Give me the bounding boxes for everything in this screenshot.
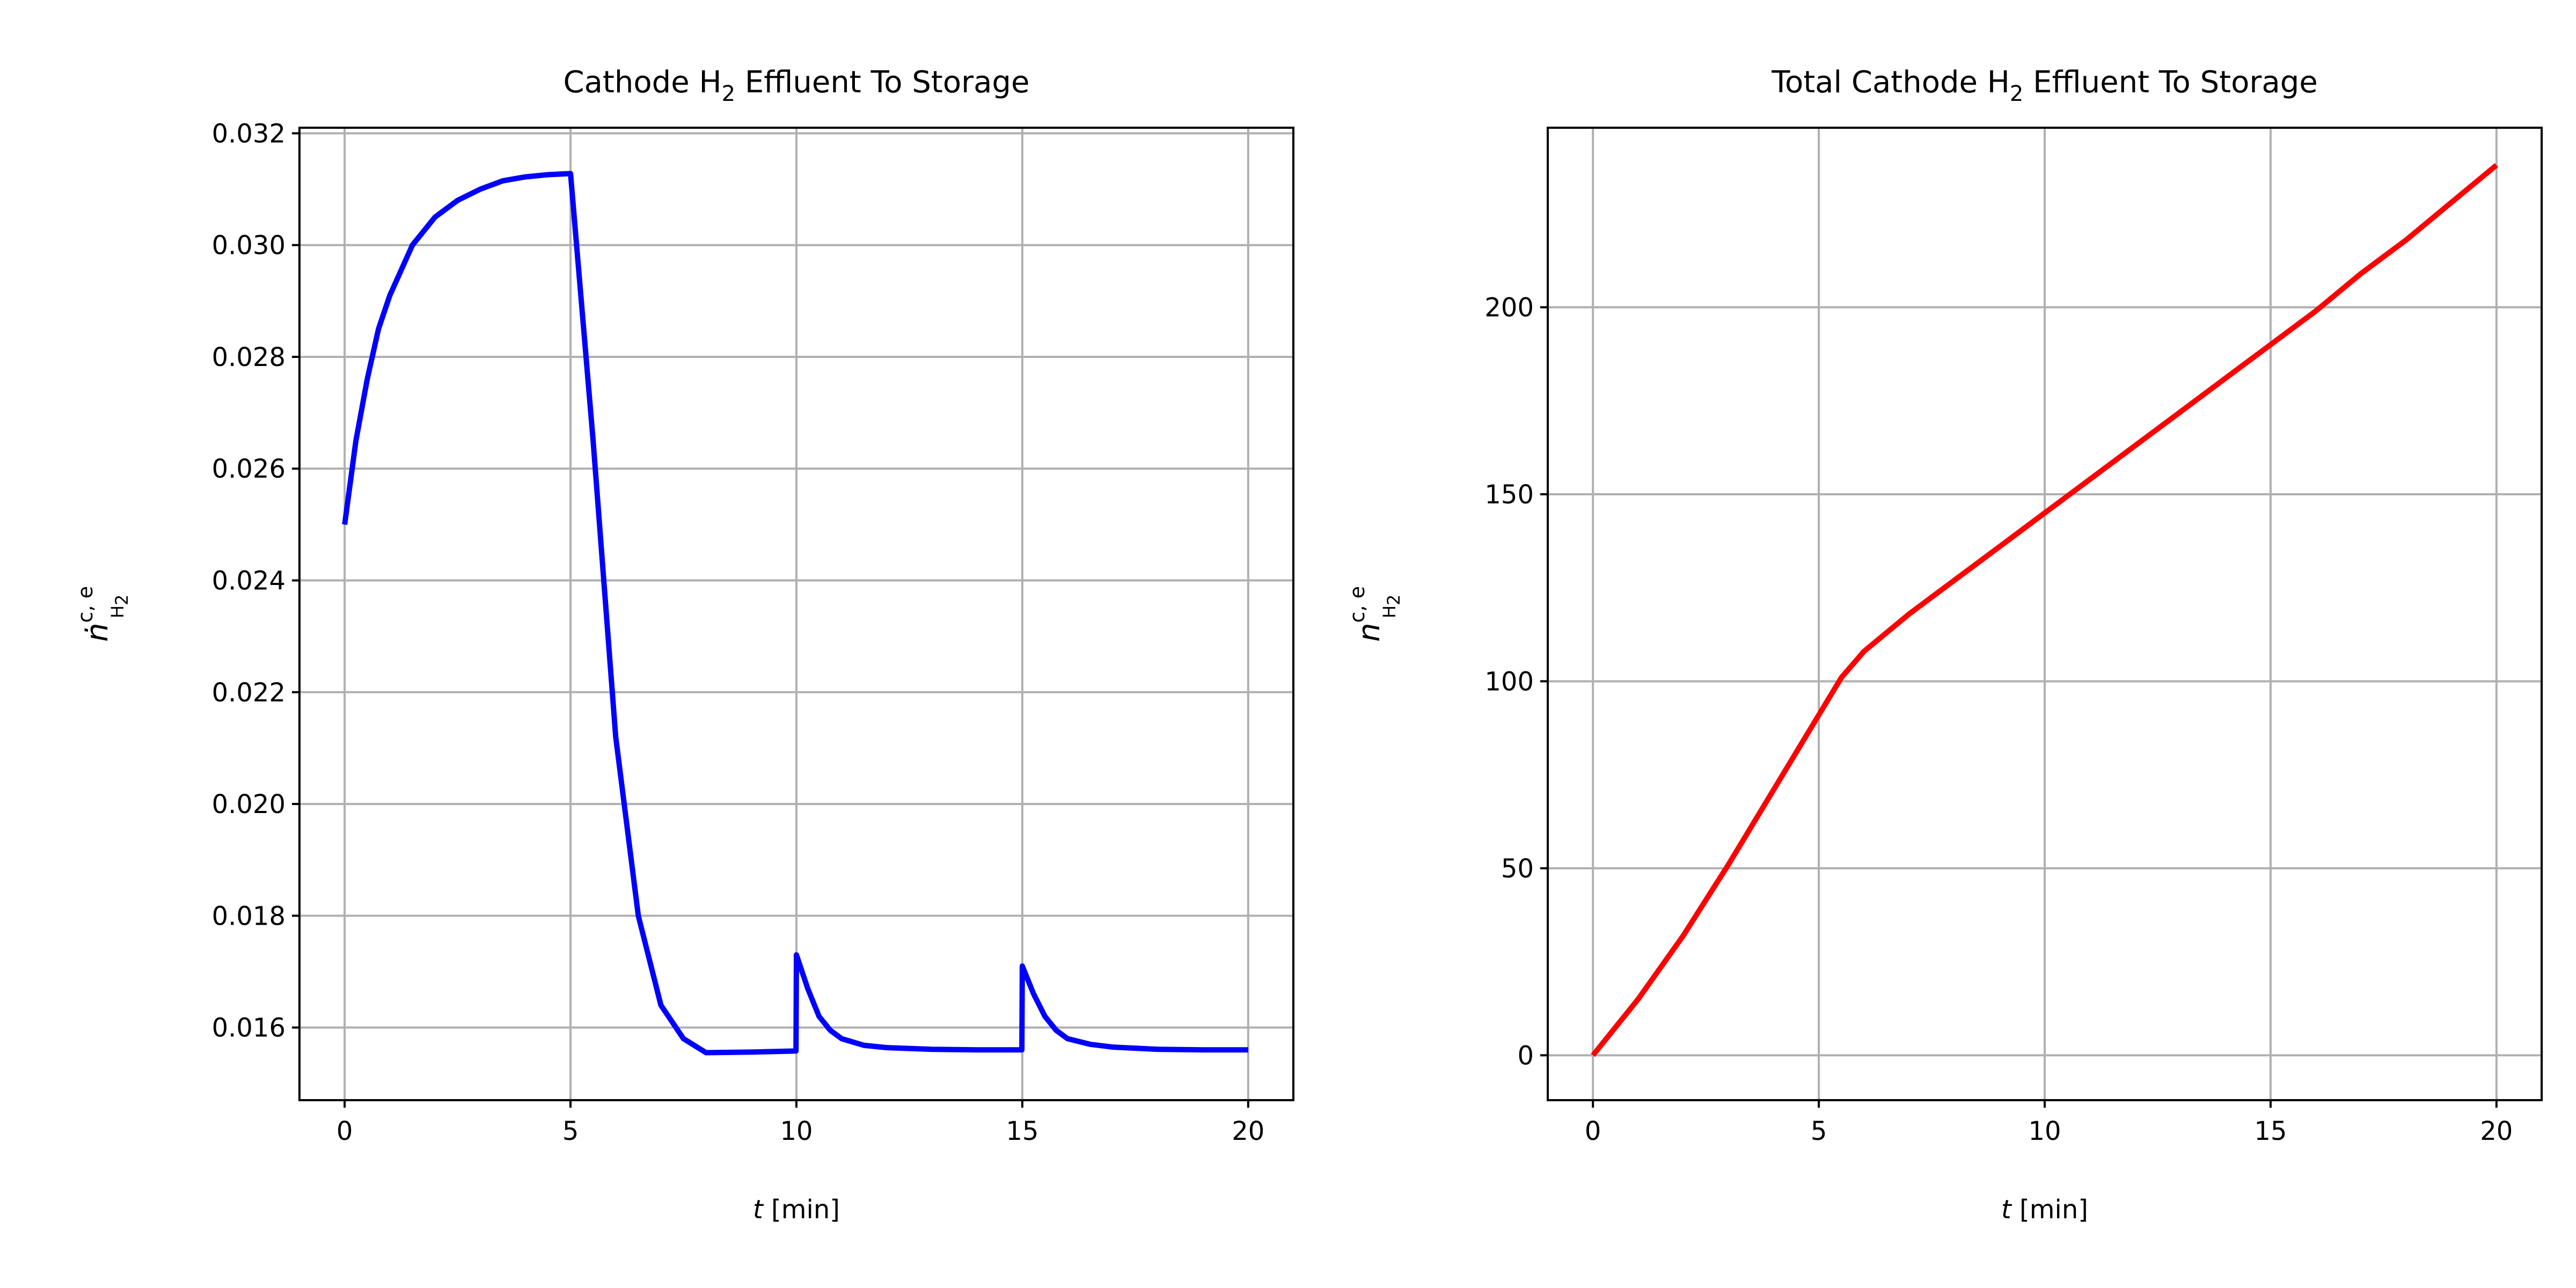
tick-marks: [292, 132, 1249, 1108]
x-tick-label: 5: [562, 1116, 579, 1146]
x-tick-label: 20: [2480, 1116, 2513, 1146]
tick-marks: [1540, 306, 2498, 1108]
y-tick-label: 200: [1484, 293, 1534, 323]
y-tick-label: 0.028: [212, 342, 286, 372]
y-tick-label: 150: [1484, 480, 1534, 510]
chart-title: Cathode H2 Effluent To Storage: [564, 65, 1030, 106]
y-axis-label: nc, e H2: [1345, 586, 1404, 642]
x-tick-label: 10: [2028, 1116, 2061, 1146]
y-tick-label: 0.020: [212, 789, 286, 819]
chart-title: Total Cathode H2 Effluent To Storage: [1771, 65, 2317, 106]
chart-hydrogen-effluent-rate: 0 5 10 15 20 0.016 0.018 0.020 0.022 0.024 0.026 0.…: [74, 65, 1294, 1225]
x-tick-label: 0: [336, 1116, 353, 1146]
y-tick-label: 0.026: [212, 454, 286, 484]
series-group: [342, 171, 1248, 1056]
series-group: [1591, 163, 2498, 1057]
y-tick-label: 0: [1517, 1041, 1534, 1071]
tick-labels: 0 5 10 15 20 0.016 0.018 0.020 0.022 0.024 0.026 0.…: [212, 119, 1265, 1146]
y-tick-label: 50: [1501, 854, 1534, 884]
y-tick-label: 100: [1484, 667, 1534, 697]
y-axis-label: ṅc, e H2: [74, 586, 132, 642]
x-tick-label: 20: [1232, 1116, 1264, 1146]
x-axis-label: t [min]: [753, 1195, 840, 1225]
grid-lines: [1548, 128, 2542, 1100]
y-tick-label: 0.018: [212, 901, 286, 931]
series-line: [1591, 163, 2498, 1057]
y-tick-label: 0.022: [212, 678, 286, 708]
y-tick-label: 0.016: [212, 1013, 286, 1043]
x-tick-label: 10: [780, 1116, 813, 1146]
x-axis-label: t [min]: [2001, 1195, 2088, 1225]
series-line: [342, 171, 1248, 1056]
y-tick-label: 0.024: [212, 566, 286, 596]
x-tick-label: 5: [1811, 1116, 1827, 1146]
x-tick-label: 15: [2254, 1116, 2287, 1146]
y-tick-label: 0.030: [212, 231, 286, 261]
x-tick-label: 0: [1585, 1116, 1601, 1146]
x-tick-label: 15: [1006, 1116, 1038, 1146]
y-tick-label: 0.032: [212, 119, 286, 149]
